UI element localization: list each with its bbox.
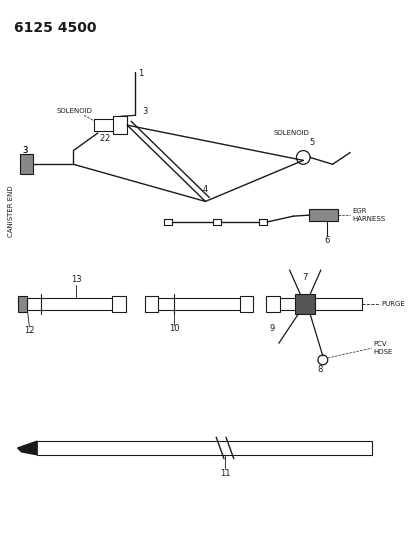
Text: 7: 7 [302, 273, 308, 282]
Text: CANISTER END: CANISTER END [8, 185, 14, 237]
Text: 3: 3 [22, 146, 28, 155]
Bar [266, 296, 280, 312]
Text: 5: 5 [309, 138, 315, 147]
Text: 2: 2 [104, 134, 109, 143]
Text: HARNESS: HARNESS [352, 216, 385, 222]
Bar [239, 296, 253, 312]
Text: SOLENOID: SOLENOID [57, 108, 93, 115]
Text: 6125 4500: 6125 4500 [14, 21, 96, 36]
Text: 2: 2 [99, 134, 104, 143]
Text: 1: 1 [138, 69, 143, 78]
Text: 3: 3 [142, 107, 147, 116]
Bar [20, 155, 33, 174]
Bar [113, 296, 126, 312]
Bar [309, 209, 339, 221]
Text: 12: 12 [24, 326, 35, 335]
Text: HOSE: HOSE [374, 349, 393, 355]
Text: 11: 11 [220, 469, 230, 478]
Text: PURGE: PURGE [381, 301, 405, 307]
Bar [18, 296, 27, 312]
Text: 8: 8 [317, 365, 323, 374]
Bar [145, 296, 158, 312]
Text: 13: 13 [71, 275, 82, 284]
Text: 9: 9 [269, 324, 275, 333]
Text: PCV: PCV [374, 341, 387, 348]
Text: EGR: EGR [352, 208, 367, 214]
Text: 4: 4 [203, 185, 208, 194]
Text: 3: 3 [22, 146, 28, 155]
Bar [295, 294, 315, 314]
Text: 10: 10 [169, 324, 180, 333]
Polygon shape [18, 441, 37, 455]
Text: 6: 6 [324, 236, 329, 245]
Text: SOLENOID: SOLENOID [274, 130, 310, 136]
